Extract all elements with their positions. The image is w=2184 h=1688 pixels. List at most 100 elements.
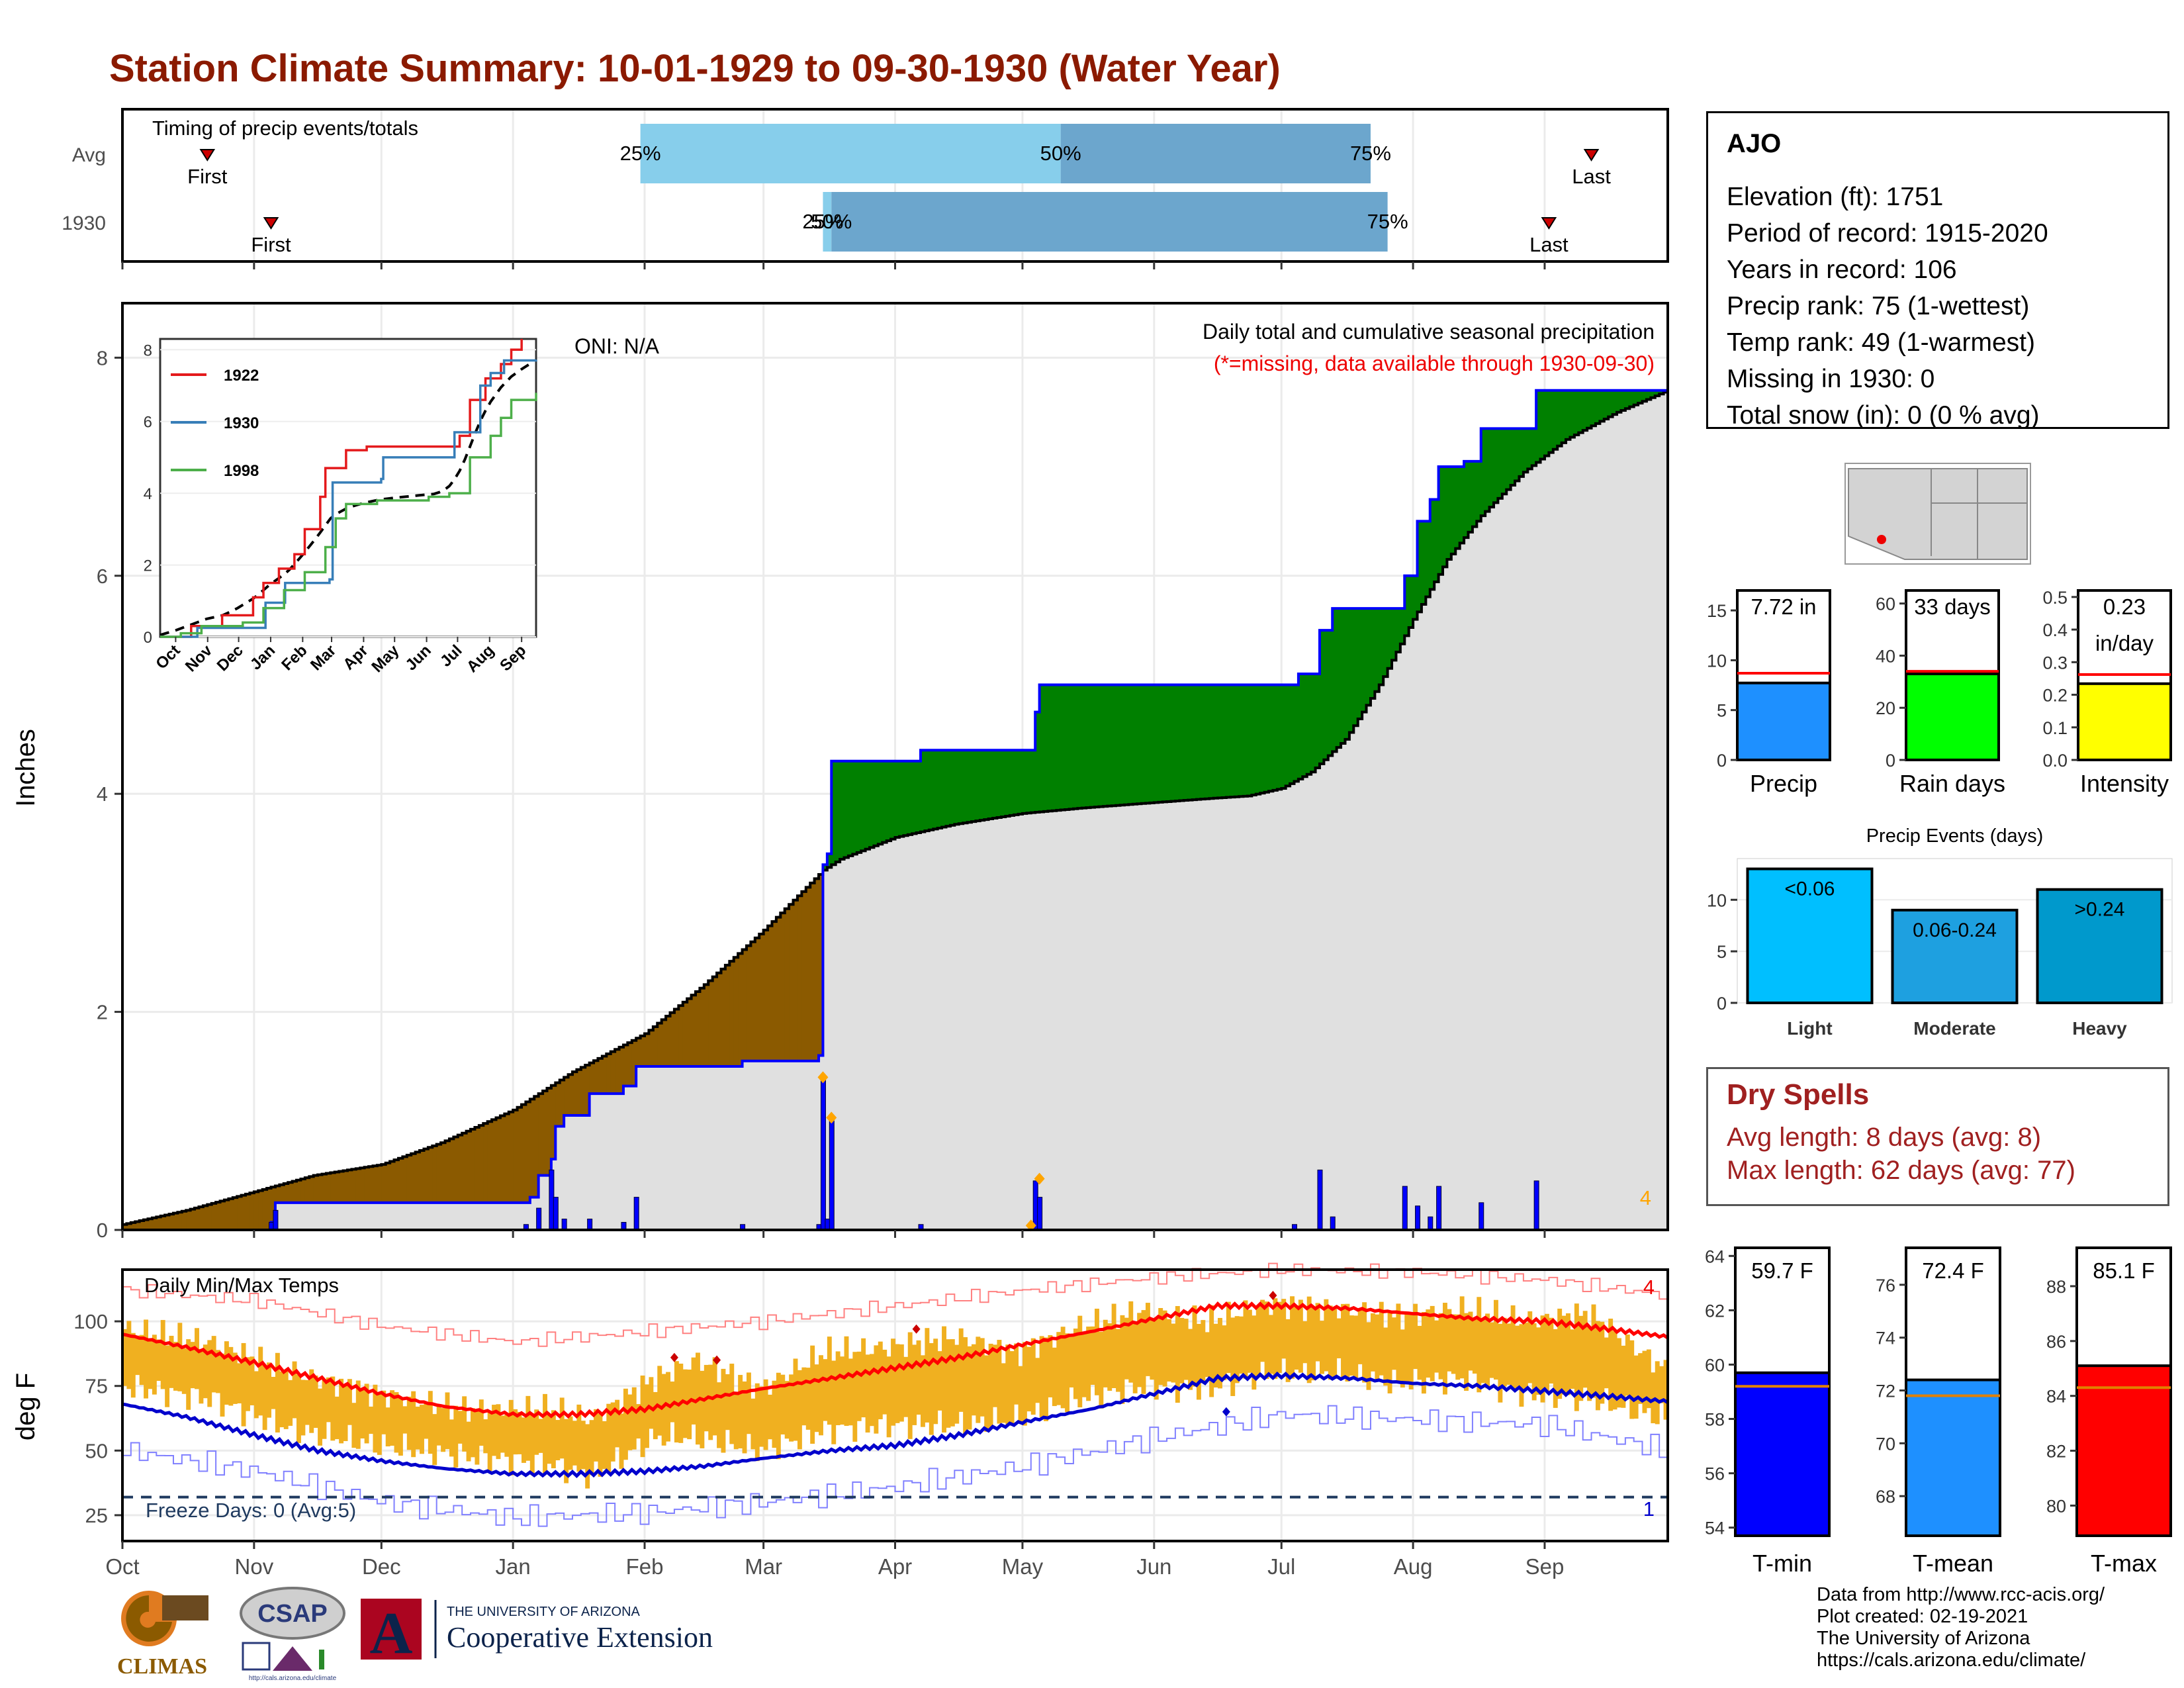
csap-logo-text: CSAP bbox=[257, 1600, 328, 1628]
temp-daily-range-bar bbox=[1629, 1340, 1635, 1419]
temp-daily-range-bar bbox=[1587, 1327, 1592, 1401]
precip-surplus-fill bbox=[1315, 674, 1320, 769]
precip-surplus-fill bbox=[1103, 684, 1108, 807]
precip-surplus-fill bbox=[1578, 390, 1584, 433]
precip-deficit-fill bbox=[696, 992, 701, 1066]
temp-daily-range-bar bbox=[598, 1413, 603, 1477]
precip-surplus-fill bbox=[929, 750, 934, 830]
precip-surplus-fill bbox=[1069, 684, 1074, 810]
timing-label-50: 50% bbox=[1040, 142, 1081, 165]
precip-surplus-fill bbox=[1396, 608, 1401, 653]
temp-daily-range-bar bbox=[576, 1404, 582, 1472]
temp-daily-range-bar bbox=[649, 1377, 654, 1429]
precip-surplus-fill bbox=[1353, 608, 1359, 726]
precip-surplus-fill bbox=[1455, 467, 1461, 549]
temp-daily-range-bar bbox=[1090, 1326, 1095, 1385]
precip-deficit-fill bbox=[594, 1060, 599, 1094]
temp-daily-range-bar bbox=[369, 1406, 373, 1434]
temp-daily-range-bar bbox=[534, 1409, 539, 1455]
stat-tick-label: 64 bbox=[1705, 1246, 1725, 1266]
temp-daily-range-bar bbox=[326, 1377, 331, 1423]
precip-deficit-fill bbox=[258, 1190, 263, 1230]
temp-daily-range-bar bbox=[547, 1415, 552, 1464]
stat-tick-label: 56 bbox=[1705, 1464, 1725, 1484]
precip-deficit-fill bbox=[369, 1166, 374, 1203]
temp-daily-range-bar bbox=[801, 1367, 807, 1426]
temp-daily-range-bar bbox=[1663, 1360, 1668, 1420]
stat-value-label-T-min: 59.7 F bbox=[1751, 1258, 1813, 1283]
precip-surplus-fill bbox=[1167, 684, 1172, 802]
temp-daily-range-bar bbox=[1553, 1329, 1558, 1408]
precip-surplus-fill bbox=[1413, 575, 1418, 620]
precip-surplus-fill bbox=[1443, 467, 1448, 567]
temp-daily-range-bar bbox=[1247, 1309, 1252, 1373]
precip-surplus-fill bbox=[1655, 390, 1660, 396]
temp-daily-range-bar bbox=[279, 1371, 285, 1428]
temp-daily-range-bar bbox=[122, 1329, 127, 1386]
temp-daily-range-bar bbox=[190, 1342, 195, 1389]
temp-daily-range-bar bbox=[500, 1415, 505, 1453]
precip-surplus-fill bbox=[1260, 684, 1265, 794]
temp-daily-range-bar bbox=[195, 1328, 199, 1389]
temp-daily-range-bar bbox=[971, 1344, 976, 1416]
precip-deficit-fill bbox=[165, 1215, 170, 1230]
temp-record-high-marker bbox=[713, 1355, 721, 1365]
precip-deficit-fill bbox=[173, 1213, 178, 1230]
temp-daily-range-bar bbox=[292, 1361, 297, 1419]
precip-surplus-fill bbox=[988, 750, 993, 820]
temp-daily-range-bar bbox=[262, 1365, 267, 1430]
precip-deficit-fill bbox=[275, 1186, 280, 1203]
stat-tick-label: 20 bbox=[1876, 698, 1895, 718]
precip-extreme-count: 4 bbox=[1640, 1186, 1651, 1209]
precip-surplus-fill bbox=[1018, 750, 1023, 814]
precip-deficit-fill bbox=[585, 1065, 590, 1116]
temp-tick-label-y: 100 bbox=[73, 1310, 108, 1333]
precip-surplus-fill bbox=[1633, 390, 1639, 405]
temp-daily-range-bar bbox=[441, 1408, 446, 1452]
temp-daily-range-bar bbox=[1044, 1337, 1048, 1421]
precip-surplus-fill bbox=[912, 761, 917, 834]
precip-oni-label: ONI: N/A bbox=[574, 334, 660, 358]
temp-daily-range-bar bbox=[1468, 1311, 1473, 1371]
temp-daily-range-bar bbox=[207, 1340, 212, 1407]
precip-surplus-fill bbox=[1188, 684, 1193, 800]
temp-daily-range-bar bbox=[763, 1379, 768, 1450]
temp-daily-range-bar bbox=[1438, 1313, 1443, 1380]
temp-daily-range-bar bbox=[237, 1363, 242, 1404]
precip-surplus-fill bbox=[1311, 674, 1316, 773]
temp-daily-range-bar bbox=[1077, 1315, 1083, 1408]
stat-tick-label: 15 bbox=[1707, 601, 1727, 621]
precip-surplus-fill bbox=[1341, 608, 1346, 743]
precip-surplus-fill bbox=[1659, 390, 1664, 395]
temp-daily-range-bar bbox=[1646, 1349, 1651, 1409]
precip-deficit-fill bbox=[619, 1047, 624, 1094]
temp-daily-range-bar bbox=[211, 1336, 216, 1393]
temp-daily-range-bar bbox=[551, 1410, 556, 1469]
precip-deficit-fill bbox=[466, 1131, 471, 1203]
precip-surplus-fill bbox=[840, 761, 845, 859]
events-bar-light bbox=[1746, 867, 1874, 1004]
precip-deficit-fill bbox=[564, 1077, 569, 1116]
timing-label-first_day: First bbox=[251, 233, 291, 256]
precip-surplus-fill bbox=[1642, 390, 1647, 402]
precip-deficit-fill bbox=[576, 1069, 582, 1116]
temp-daily-range-bar bbox=[1103, 1319, 1108, 1387]
precip-inset-series-1998 bbox=[160, 393, 537, 638]
temp-record-high-marker bbox=[1269, 1291, 1277, 1301]
temp-daily-range-bar bbox=[606, 1403, 612, 1473]
precip-deficit-fill bbox=[351, 1169, 357, 1203]
temp-daily-range-bar bbox=[997, 1340, 1002, 1424]
precip-deficit-fill bbox=[343, 1170, 348, 1203]
timing-label-25: 25% bbox=[620, 142, 661, 165]
precip-deficit-fill bbox=[733, 957, 739, 1066]
precip-deficit-fill bbox=[682, 1002, 688, 1066]
precip-inset-tick-label-y: 2 bbox=[144, 557, 152, 575]
temp-daily-range-bar bbox=[1549, 1317, 1554, 1384]
temp-record-max-line bbox=[122, 1262, 1668, 1347]
stat-bar-T-mean bbox=[1905, 1378, 2001, 1537]
precip-surplus-fill bbox=[1196, 684, 1201, 800]
precip-surplus-fill bbox=[1595, 390, 1600, 424]
temp-daily-range-bar bbox=[135, 1335, 140, 1376]
precip-surplus-fill bbox=[1026, 750, 1032, 814]
temp-daily-range-bar bbox=[216, 1350, 221, 1393]
